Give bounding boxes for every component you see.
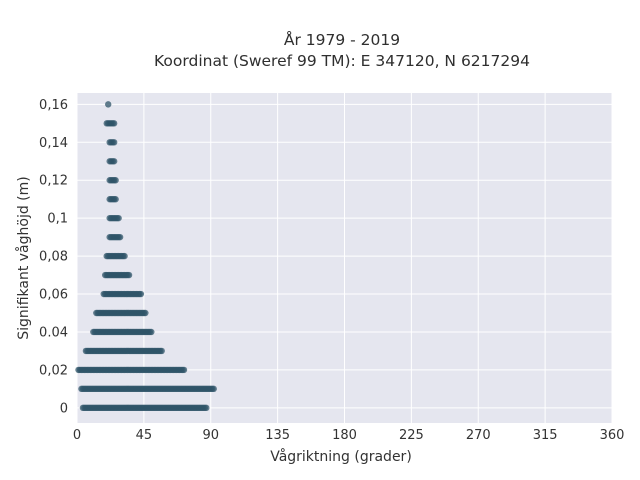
data-points [75,101,217,412]
y-tick-label: 0,12 [39,174,68,189]
x-tick-label: 315 [533,428,558,443]
x-tick-label: 270 [466,428,491,443]
data-point [110,158,118,165]
x-tick-labels: 0 45 90 135 180 225 270 315 360 [73,428,625,443]
data-point [203,404,210,412]
data-point [137,290,145,298]
y-tick-label: 0,02 [39,363,68,378]
data-point [110,120,118,127]
data-point [158,347,165,355]
y-tick-labels: 0 0,02 0.04 0,06 0,08 0,1 0,12 0,14 0,16 [39,98,68,416]
data-point [142,309,149,317]
x-tick-label: 0 [73,428,81,443]
y-tick-label: 0.04 [39,325,68,340]
x-tick-label: 135 [265,428,290,443]
data-point [180,366,188,374]
y-tick-label: 0,16 [39,98,68,113]
data-point [125,271,133,279]
x-tick-label: 45 [136,428,153,443]
data-point [105,101,112,108]
y-tick-label: 0,06 [39,288,68,303]
x-axis-title: Vågriktning (grader) [270,448,412,465]
y-tick-label: 0 [60,401,68,416]
y-tick-label: 0,14 [39,136,68,151]
chart-title-line-1: År 1979 - 2019 [284,30,400,49]
data-point [115,214,122,222]
x-tick-label: 180 [332,428,357,443]
x-tick-label: 225 [399,428,424,443]
data-point [121,252,128,260]
x-tick-label: 90 [202,428,219,443]
grid-lines [76,93,613,423]
x-tick-label: 360 [600,428,625,443]
data-point [112,177,119,184]
y-tick-label: 0,1 [47,212,68,227]
data-point [116,233,124,241]
data-point [110,139,118,146]
y-axis-title: Signifikant våghöjd (m) [15,176,32,339]
data-point [210,385,217,393]
y-tick-label: 0,08 [39,250,68,265]
chart-title-line-2: Koordinat (Sweref 99 TM): E 347120, N 62… [154,52,530,70]
data-point [148,328,155,336]
data-point [112,196,119,203]
